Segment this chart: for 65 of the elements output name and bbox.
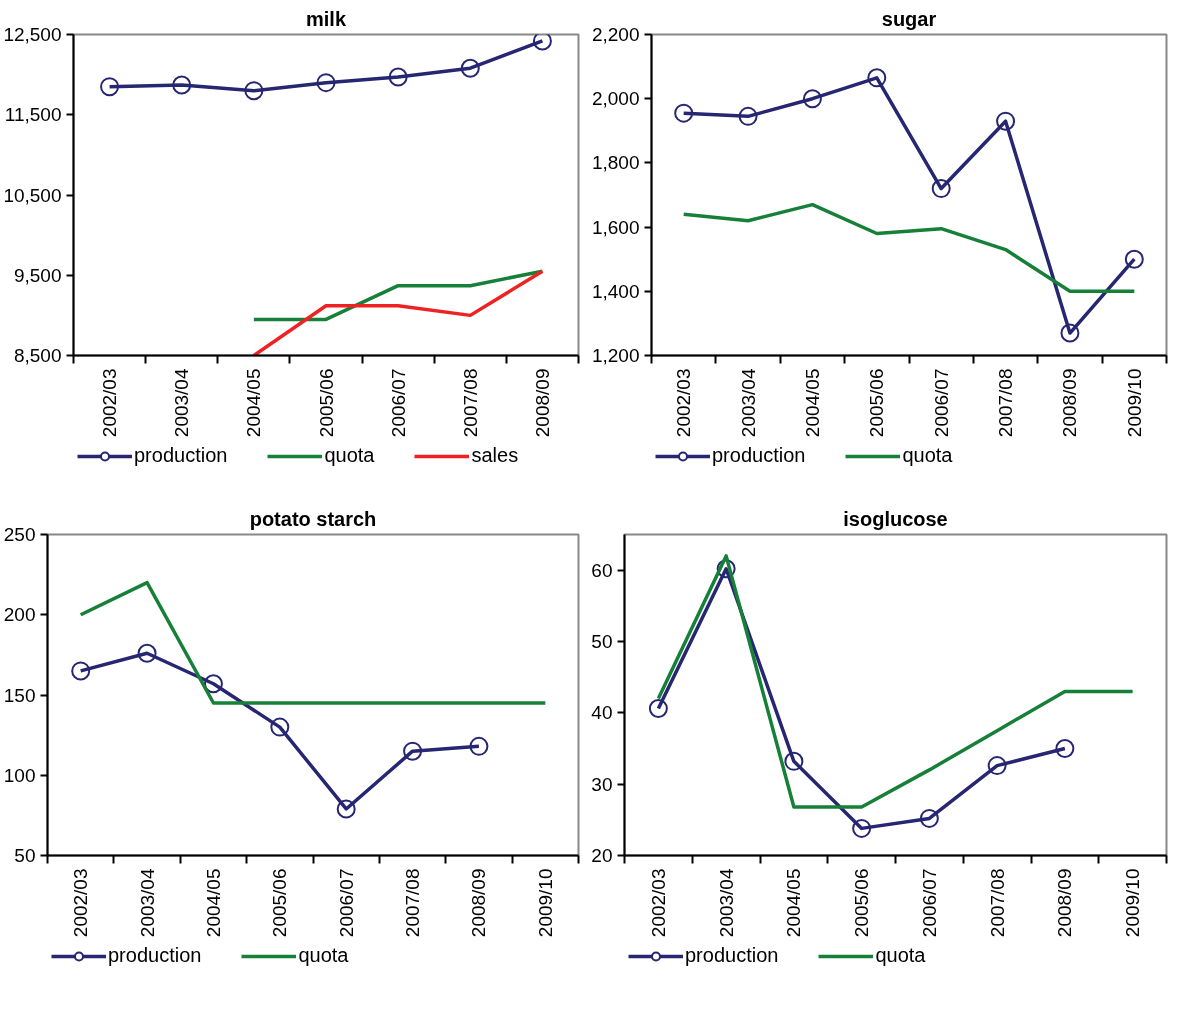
x-tick-label: 2008/09 [531,368,553,438]
x-tick-label: 2005/06 [851,868,873,938]
x-tick-label: 2007/08 [995,368,1017,438]
x-tick-label: 2002/03 [70,868,92,938]
x-tick-label: 2008/09 [1059,368,1081,438]
x-tick-label: 2009/10 [534,868,556,938]
y-tick-label: 30 [591,773,613,795]
legend-label: production [108,944,202,967]
x-tick-label: 2002/03 [673,368,695,438]
y-tick-label: 2,200 [591,24,640,45]
y-tick-label: 150 [3,684,36,706]
y-tick-label: 1,200 [591,345,640,366]
x-tick-label: 2006/07 [918,868,940,938]
x-tick-label: 2009/10 [1123,368,1145,438]
x-tick-label: 2006/07 [335,868,357,938]
y-tick-label: 9,500 [13,264,62,286]
x-tick-label: 2004/05 [783,868,805,938]
x-tick-label: 2002/03 [647,868,669,938]
x-tick-label: 2004/05 [243,368,265,438]
x-tick-label: 2002/03 [99,368,121,438]
x-tick-label: 2007/08 [986,868,1008,938]
legend-label: production [685,944,779,967]
x-tick-label: 2005/06 [315,368,337,438]
legend-label: quota [902,444,953,467]
y-tick-label: 20 [591,845,613,866]
legend-label: quota [324,444,375,467]
y-tick-label: 1,600 [591,216,640,238]
x-tick-label: 2009/10 [1122,868,1144,938]
chart-title: sugar [881,7,937,30]
y-tick-label: 60 [591,559,613,581]
x-tick-label: 2007/08 [402,868,424,938]
y-tick-label: 11,500 [4,104,62,126]
x-tick-label: 2003/04 [715,868,737,938]
x-tick-label: 2004/05 [202,868,224,938]
chart-title: isoglucose [843,507,948,530]
y-tick-label: 1,400 [591,280,640,302]
x-tick-label: 2005/06 [269,868,291,938]
legend-label: quota [875,944,926,967]
x-tick-label: 2006/07 [387,368,409,438]
legend-label: sales [471,444,519,467]
y-tick-label: 8,500 [13,345,62,366]
x-tick-label: 2007/08 [459,368,481,438]
y-tick-label: 250 [3,524,36,545]
x-tick-label: 2003/04 [737,368,759,438]
x-tick-label: 2003/04 [171,368,193,438]
y-tick-label: 50 [591,631,613,652]
y-tick-label: 1,800 [591,152,640,174]
y-tick-label: 12,500 [3,24,62,45]
legend-label: production [134,444,228,467]
y-tick-label: 2,000 [591,88,640,110]
chart-title: milk [305,7,347,30]
x-tick-label: 2006/07 [930,368,952,438]
x-tick-label: 2008/09 [468,868,490,938]
chart-title: potato starch [249,507,377,530]
x-tick-label: 2004/05 [801,368,823,438]
x-tick-label: 2003/04 [136,868,158,938]
y-tick-label: 50 [14,845,36,866]
y-tick-label: 200 [3,604,36,626]
x-tick-label: 2008/09 [1054,868,1076,938]
legend-label: quota [298,944,349,967]
y-tick-label: 100 [3,764,36,786]
y-tick-label: 40 [591,702,613,724]
legend-label: production [712,444,806,467]
x-tick-label: 2005/06 [866,368,888,438]
y-tick-label: 10,500 [3,184,62,206]
